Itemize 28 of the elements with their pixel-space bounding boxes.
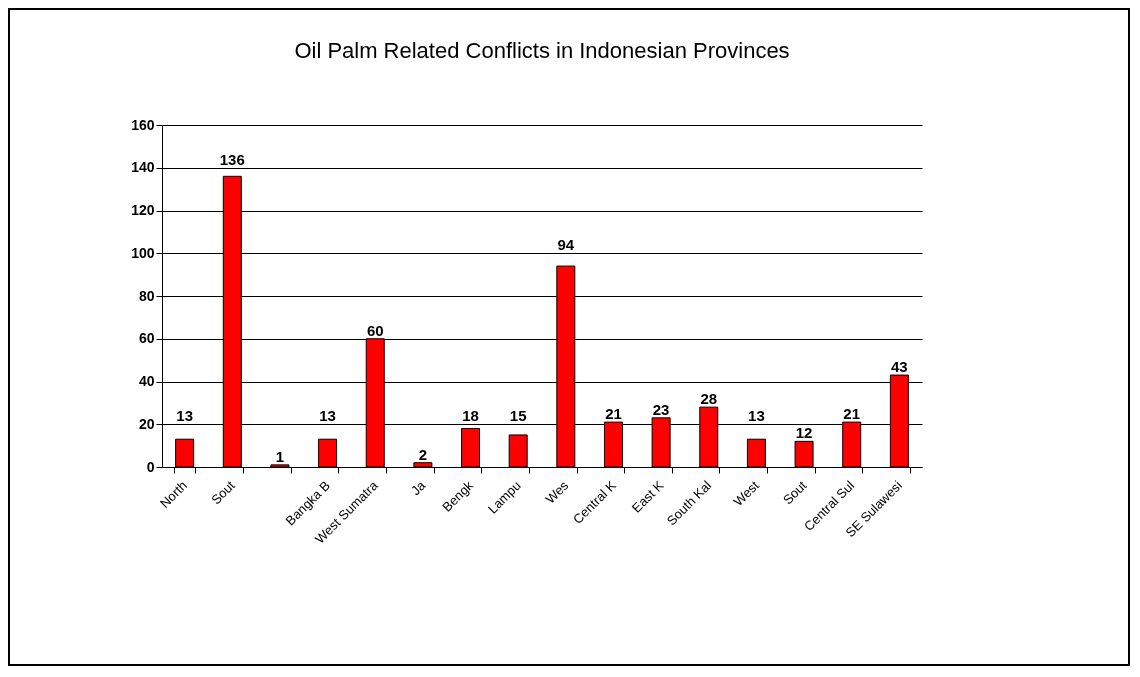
y-tick-label: 120 [131,202,155,218]
data-label: 43 [891,358,908,376]
y-tick-label: 160 [131,116,155,133]
data-label: 1 [275,447,285,465]
data-label: 136 [219,150,245,168]
x-tick-label: Ja [408,477,429,499]
data-label: 12 [795,424,813,442]
data-label: 28 [700,390,718,408]
data-label: 13 [748,407,765,425]
data-label: 13 [176,407,193,425]
y-tick-label: 60 [138,330,155,347]
data-label: 21 [605,405,622,423]
y-tick-label: 20 [138,415,155,432]
data-label: 94 [557,236,575,254]
chart-title: Oil Palm Related Conflicts in Indonesian Provinces [294,38,790,63]
data-label: 13 [319,407,336,425]
data-label: 21 [843,405,861,423]
data-label: 60 [366,321,384,339]
data-label: 2 [418,445,428,463]
y-tick-label: 0 [146,458,155,475]
data-label: 23 [652,400,670,418]
y-tick-label: 140 [131,159,155,176]
data-label: 15 [509,407,527,425]
y-tick-label: 80 [138,287,155,304]
x-tick-label: Wes [542,477,572,507]
y-tick-label: 100 [131,244,155,261]
data-label: 18 [462,407,479,425]
y-tick-label: 40 [138,373,155,389]
